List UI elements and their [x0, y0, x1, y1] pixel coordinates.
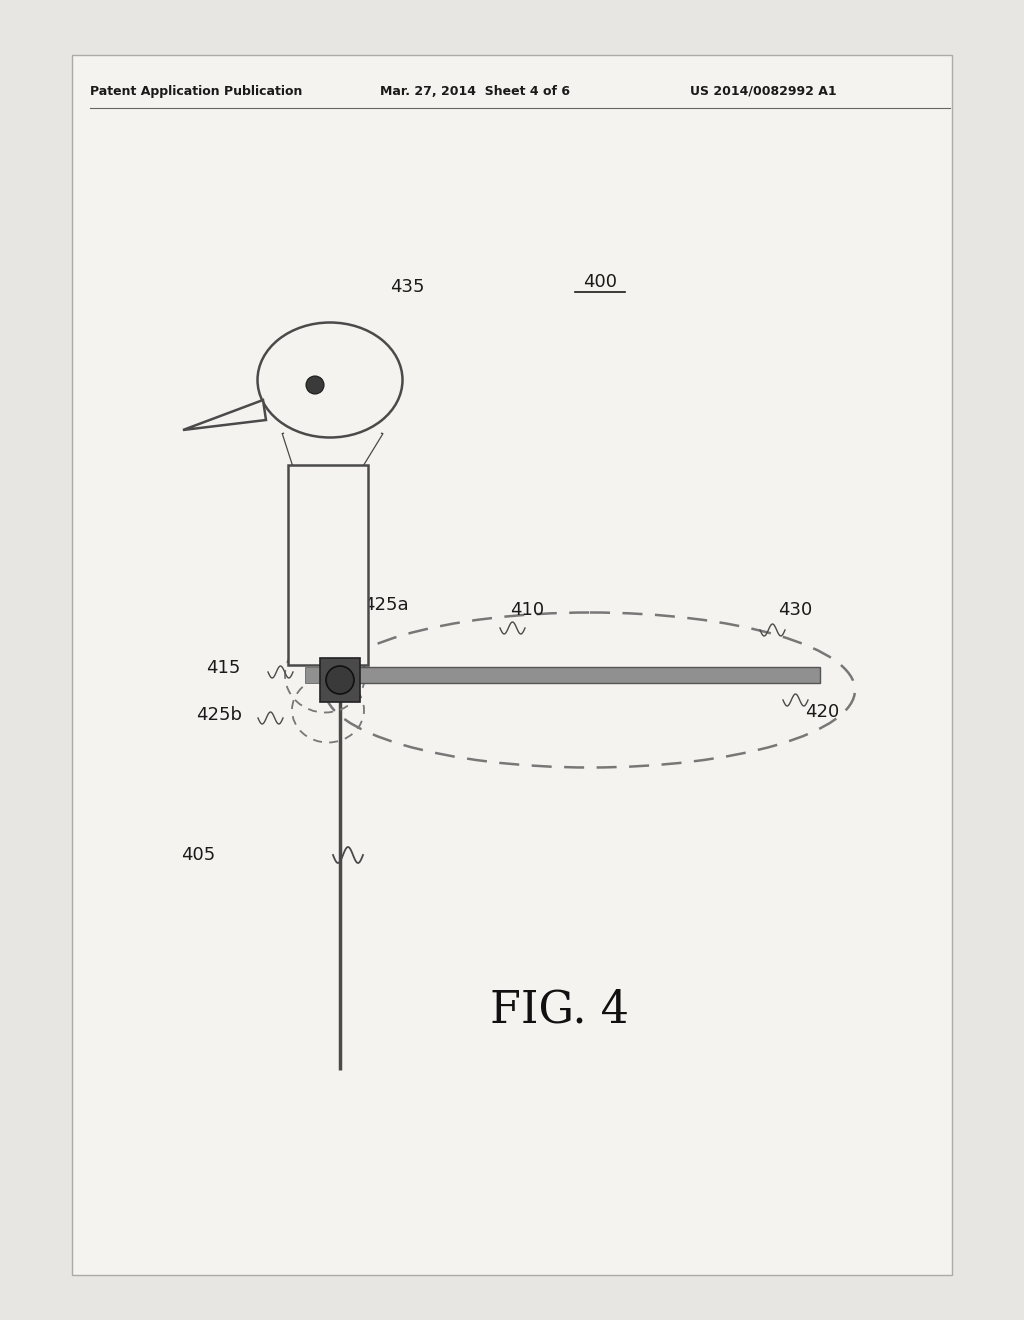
FancyBboxPatch shape — [288, 465, 368, 665]
Polygon shape — [283, 434, 382, 465]
FancyBboxPatch shape — [72, 55, 952, 1275]
Text: Mar. 27, 2014  Sheet 4 of 6: Mar. 27, 2014 Sheet 4 of 6 — [380, 84, 570, 98]
Text: US 2014/0082992 A1: US 2014/0082992 A1 — [690, 84, 837, 98]
FancyBboxPatch shape — [305, 667, 325, 682]
Text: FIG. 4: FIG. 4 — [490, 989, 630, 1032]
Polygon shape — [183, 400, 266, 430]
Text: 400: 400 — [583, 273, 617, 290]
Circle shape — [326, 667, 354, 694]
Text: 435: 435 — [390, 279, 425, 296]
FancyBboxPatch shape — [319, 657, 360, 702]
Text: Patent Application Publication: Patent Application Publication — [90, 84, 302, 98]
Text: 420: 420 — [805, 704, 840, 721]
Text: 430: 430 — [778, 601, 812, 619]
Text: 425b: 425b — [196, 706, 242, 723]
Text: 415: 415 — [206, 659, 240, 677]
Ellipse shape — [257, 322, 402, 437]
Text: 410: 410 — [510, 601, 544, 619]
Circle shape — [306, 376, 324, 393]
Text: 405: 405 — [181, 846, 215, 865]
Text: 425a: 425a — [362, 597, 409, 614]
FancyBboxPatch shape — [325, 667, 820, 682]
